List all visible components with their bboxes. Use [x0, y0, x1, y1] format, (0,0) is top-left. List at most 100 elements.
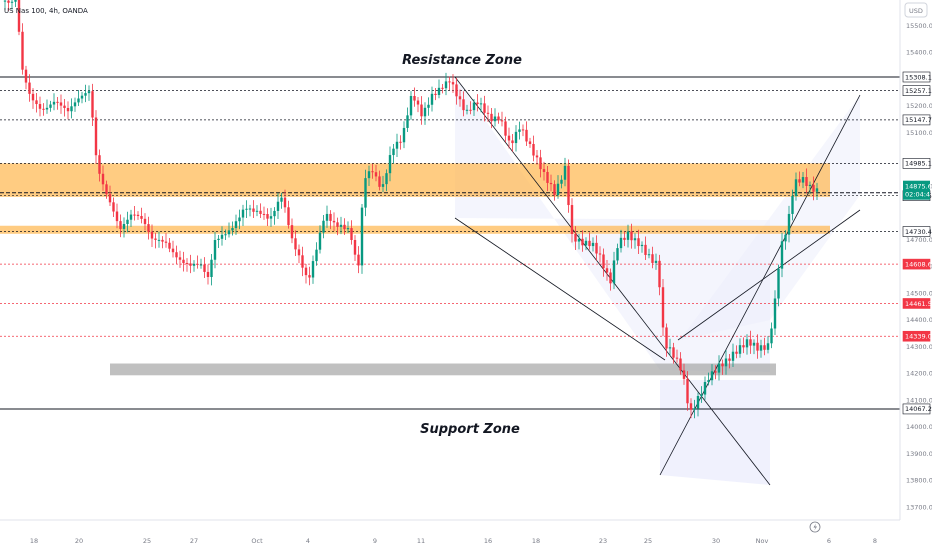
price-tag-box [902, 298, 931, 309]
candle-body [423, 107, 427, 117]
time-axis-tick: 6 [827, 537, 831, 545]
candle-body [241, 209, 245, 218]
candle-body [493, 116, 497, 122]
candle-body [791, 195, 794, 214]
candle-body [360, 207, 364, 266]
channel-line[interactable] [659, 94, 861, 476]
candle-body [301, 255, 304, 268]
candle-body [353, 239, 357, 255]
down-channel-shading [455, 77, 770, 372]
candle-body [28, 82, 31, 94]
candle-body [742, 345, 745, 348]
candle-body [640, 244, 644, 247]
candle-body [14, 0, 17, 2]
price-tag-box [902, 330, 931, 342]
candle-body [598, 253, 602, 255]
candle-body [164, 241, 168, 243]
candle-body [801, 177, 805, 183]
channel-line[interactable] [677, 209, 861, 341]
price-tag-label: 14608.6 [905, 260, 932, 268]
candle-body [574, 234, 577, 242]
price-tag-label: 14067.2 [905, 405, 932, 413]
candle-body [283, 197, 287, 208]
price-tag-box [902, 71, 931, 83]
candle-body [500, 120, 504, 122]
candle-body [570, 205, 574, 235]
candle-body [644, 244, 647, 255]
candle-body [448, 81, 451, 83]
candle-body [388, 155, 392, 174]
candle-body [619, 237, 623, 249]
candle-body [269, 216, 273, 219]
lightning-icon[interactable] [809, 521, 821, 533]
candle-body [567, 165, 570, 206]
candle-body [560, 179, 563, 184]
candle-body [637, 238, 640, 247]
candle-body [661, 287, 665, 328]
candle-body [31, 93, 35, 101]
time-axis-tick: Oct [251, 537, 263, 545]
candle-body [105, 184, 108, 195]
candle-body [633, 238, 637, 241]
candle-body [325, 213, 329, 221]
candle-body [315, 249, 318, 262]
candle-body [626, 231, 630, 240]
candle-body [182, 259, 185, 263]
candle-body [549, 182, 553, 185]
channel-lines [454, 76, 861, 486]
candle-body [682, 370, 686, 379]
candle-body [287, 207, 290, 226]
candle-body [784, 234, 787, 242]
candle-body [329, 213, 332, 221]
currency-button[interactable] [904, 2, 928, 18]
candle-body [45, 107, 49, 110]
candle-body [297, 249, 301, 256]
price-tag-label: 15308.1 [905, 73, 932, 81]
time-axis-tick: 27 [190, 537, 198, 545]
candle-body [773, 298, 777, 329]
candle-body [343, 224, 346, 230]
candle-body [3, 0, 7, 2]
time-axis-tick: 8 [873, 537, 877, 545]
candle-body [728, 358, 731, 361]
candle-body [66, 107, 70, 112]
candle-body [675, 357, 679, 359]
channel-line[interactable] [454, 217, 666, 361]
price-tag-box [902, 85, 931, 96]
candle-body [441, 87, 444, 89]
price-axis-tick: 13800.0 [906, 477, 932, 485]
candle-body [591, 242, 595, 247]
candle-body [581, 238, 584, 246]
candle-body [623, 237, 626, 240]
candle-body [707, 380, 710, 382]
candle-body [266, 214, 269, 219]
price-axis-tick: 13900.0 [906, 450, 932, 458]
zone-gray-demand [110, 363, 776, 376]
candle-body [444, 81, 448, 89]
candle-body [514, 131, 518, 144]
candle-body [521, 129, 525, 131]
candle-body [171, 248, 175, 253]
candle-body [518, 129, 521, 132]
candle-body [21, 31, 24, 70]
candle-body [336, 222, 339, 227]
candle-body [420, 104, 423, 117]
time-axis-tick: 18 [30, 537, 38, 545]
candle-body [210, 259, 213, 277]
candle-body [161, 239, 164, 242]
price-tag-label: 14461.5 [905, 300, 932, 308]
zone-layer [0, 163, 830, 376]
price-tag-label: 14339.0 [905, 333, 932, 341]
price-axis-tick: 14300.0 [906, 343, 932, 351]
channel-line[interactable] [454, 76, 771, 486]
candle-body [234, 221, 238, 229]
price-level-lines [0, 76, 900, 410]
candle-body [80, 95, 84, 99]
candle-body [136, 214, 140, 217]
candle-body [252, 208, 255, 212]
candle-body [486, 112, 490, 114]
candle-body [255, 210, 259, 212]
candle-body [290, 225, 294, 239]
candle-body [546, 171, 549, 183]
